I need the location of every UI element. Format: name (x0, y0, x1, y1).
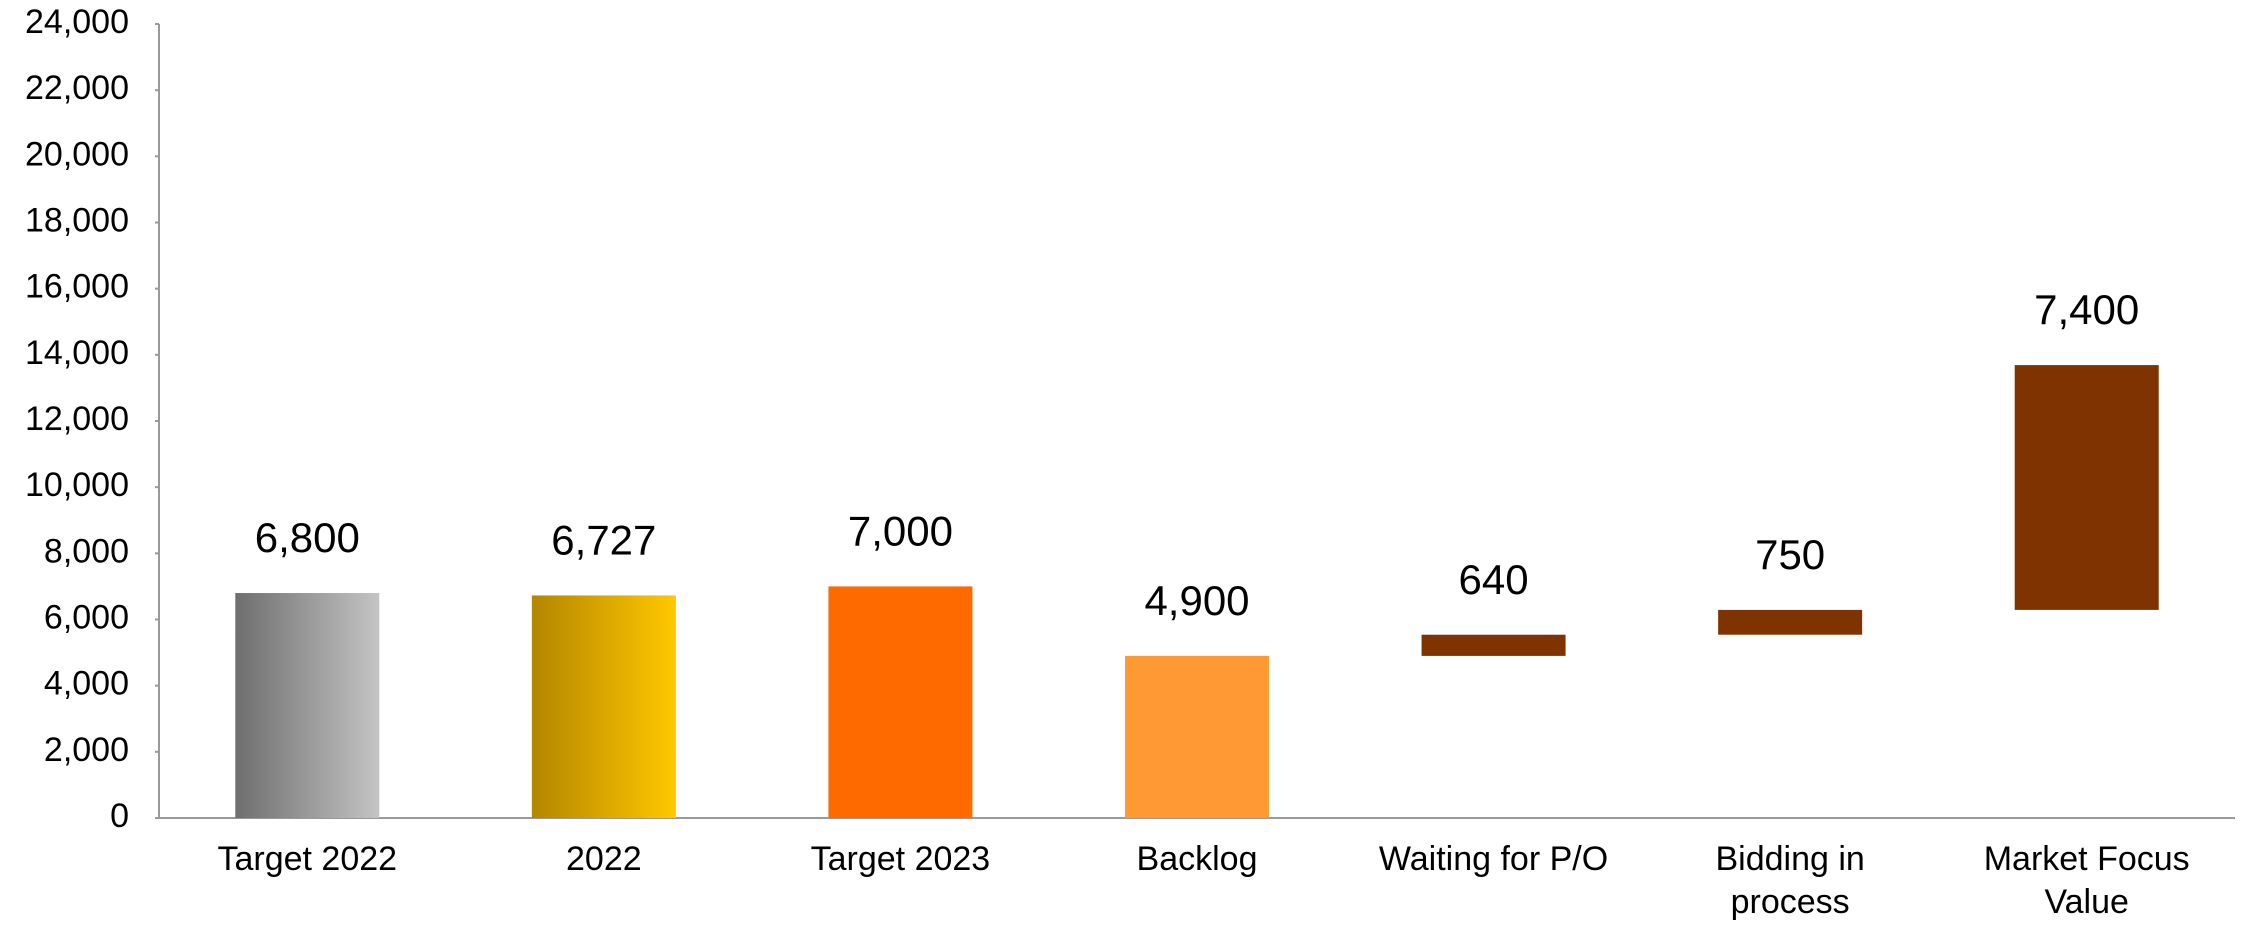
y-tick-label: 2,000 (44, 731, 129, 769)
bar (235, 593, 380, 818)
y-tick-label: 24,000 (25, 3, 129, 41)
x-tick-label: 2022 (566, 840, 642, 878)
y-tick-label: 8,000 (44, 532, 129, 570)
x-tick-label: Target 2023 (810, 840, 991, 878)
y-tick-label: 12,000 (25, 400, 129, 438)
y-tick-label: 0 (110, 797, 129, 835)
y-tick-label: 18,000 (25, 201, 129, 239)
y-tick-label: 16,000 (25, 268, 129, 306)
bar (828, 586, 973, 818)
bar (1421, 634, 1566, 656)
x-tick-label: Market Focus Value (1983, 840, 2190, 921)
bar (1125, 655, 1269, 818)
x-tick-label: Bidding in process (1715, 840, 1865, 921)
bar (1718, 609, 1863, 635)
x-tick-label: Waiting for P/O (1378, 840, 1609, 878)
y-tick-label: 10,000 (25, 466, 129, 504)
y-tick-label: 6,000 (44, 598, 129, 636)
y-tick-label: 22,000 (25, 69, 129, 107)
y-tick-label: 20,000 (25, 135, 129, 173)
data-label: 7,400 (2034, 286, 2139, 333)
bar (531, 595, 676, 818)
data-label: 4,900 (1144, 577, 1249, 624)
bar (2014, 365, 2159, 610)
x-tick-label: Target 2022 (217, 840, 398, 878)
y-tick-label: 14,000 (25, 334, 129, 372)
data-label: 640 (1459, 556, 1529, 603)
x-tick-label: Backlog (1136, 840, 1258, 878)
y-tick-label: 4,000 (44, 665, 129, 703)
data-label: 6,727 (551, 517, 656, 564)
data-label: 750 (1755, 531, 1825, 578)
data-label: 7,000 (848, 508, 953, 555)
data-label: 6,800 (255, 514, 360, 561)
